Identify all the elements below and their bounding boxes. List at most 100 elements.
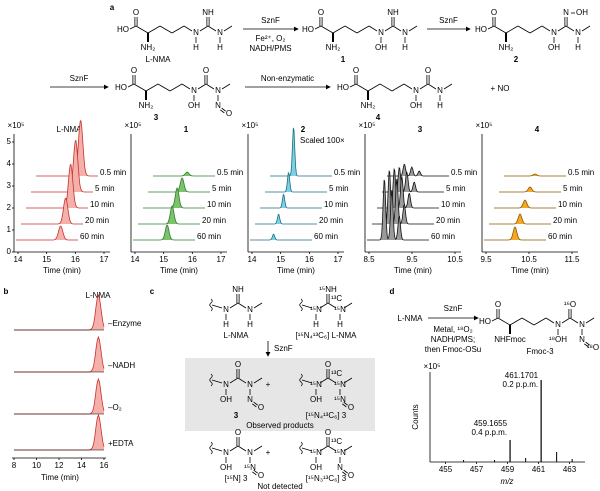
panel-label: d [390, 287, 395, 296]
observed-box [185, 358, 375, 431]
atom-label: HO [117, 25, 129, 34]
atom-label: N [247, 305, 253, 314]
x-tick-label: 14 [131, 255, 140, 264]
x-tick-label: 8.5 [363, 255, 375, 264]
axis-scale: ×10⁵ [125, 121, 142, 130]
panel-title: 4 [535, 125, 540, 134]
trace-label: 0.5 min [334, 168, 360, 177]
scale-note: Scaled 100× [300, 136, 345, 145]
bond [561, 317, 571, 324]
box-caption: Observed products [246, 421, 314, 430]
y-tick-label: 5 [7, 137, 12, 146]
bond [491, 317, 499, 322]
atom-label: N [223, 448, 229, 457]
atom-label: OH [188, 101, 200, 110]
x-tick-label: 16 [188, 255, 197, 264]
x-tick-label: 14 [77, 461, 86, 470]
y-tick-label: 2 [7, 203, 12, 212]
trace-label: 60 min [314, 232, 338, 241]
atom-label: N [215, 86, 221, 95]
bond [211, 379, 223, 384]
atom-label: O [258, 471, 264, 480]
trace-label: –Enzyme [108, 319, 142, 328]
x-axis-label: Time (min) [277, 266, 315, 275]
atom-label: N [223, 380, 229, 389]
enzyme-label: SznF [274, 344, 293, 353]
trace-fill [31, 140, 93, 192]
trace-fill [133, 225, 195, 240]
trace [14, 293, 105, 331]
condition-label: NADH/PMS [249, 44, 291, 53]
trace [270, 127, 332, 177]
atom-label: H [247, 320, 253, 329]
atom-label: OH [410, 101, 422, 110]
axis-scale: ×10⁵ [424, 362, 441, 371]
x-tick-label: 9.5 [480, 255, 492, 264]
bond [408, 25, 418, 32]
bond [327, 377, 337, 384]
trace-fill [143, 188, 205, 208]
atom-label: H [575, 43, 581, 52]
trace [260, 193, 322, 209]
atom-label: OH [310, 395, 322, 404]
peak-label: 461.1701 [505, 371, 539, 380]
atom-label: H [437, 101, 443, 110]
bond [319, 445, 329, 452]
trace-label: –NADH [108, 361, 135, 370]
wavy-bond [299, 441, 303, 455]
condition-label: then Fmoc-OSu [425, 345, 481, 354]
bond [229, 302, 239, 309]
trace-fill [260, 194, 322, 208]
bond [320, 25, 334, 34]
atom-label: O [235, 428, 241, 437]
trace-fill [494, 200, 556, 208]
trace [255, 213, 317, 225]
x-tick-label: 9.5 [406, 255, 418, 264]
atom-label: N [223, 305, 229, 314]
trace-label: 0.5 min [451, 168, 477, 177]
atom-label: OH [310, 463, 322, 472]
enzyme-label: Non-enzymatic [261, 74, 314, 83]
enzyme-label: SznF [444, 304, 463, 313]
bond [237, 377, 247, 384]
bond [183, 25, 193, 32]
bond [343, 377, 353, 384]
compound-name: 3 [234, 411, 239, 420]
atom-label: O [348, 403, 354, 412]
x-axis-label: Time (min) [43, 266, 81, 275]
compound-name: [¹⁵N₄¹³C₆] L-NMA [296, 331, 358, 340]
atom-label: NH₂ [326, 43, 341, 52]
bond [127, 83, 135, 88]
enzyme-label: SznF [70, 74, 89, 83]
bond [487, 25, 495, 30]
atom-label: NH [202, 8, 214, 17]
bond [367, 83, 381, 92]
bond [533, 317, 547, 326]
bond [199, 25, 209, 32]
trace [14, 413, 105, 451]
trace-label: 5 min [95, 184, 115, 193]
atom-label: OH [220, 395, 232, 404]
bond [529, 25, 543, 34]
atom-label: NH₂ [139, 101, 154, 110]
bond [253, 401, 258, 406]
trace [494, 199, 556, 209]
atom-label: HO [475, 25, 487, 34]
bond [253, 469, 258, 474]
x-tick-label: 14 [248, 255, 257, 264]
bond [301, 379, 313, 384]
bond [253, 302, 263, 309]
atom-label: ¹³C [331, 369, 342, 378]
atom-label: N [555, 320, 561, 329]
bond [319, 302, 329, 309]
bond [565, 25, 575, 32]
bond [557, 25, 567, 32]
bond [301, 304, 313, 309]
trace-label: 10 min [324, 200, 348, 209]
bond [584, 343, 589, 348]
x-tick-label: 455 [439, 465, 453, 474]
atom-label: ¹⁵NH [319, 285, 337, 294]
atom-label: ¹³C [331, 437, 342, 446]
wavy-bond [299, 298, 303, 312]
y-axis-label: Counts [411, 404, 420, 429]
